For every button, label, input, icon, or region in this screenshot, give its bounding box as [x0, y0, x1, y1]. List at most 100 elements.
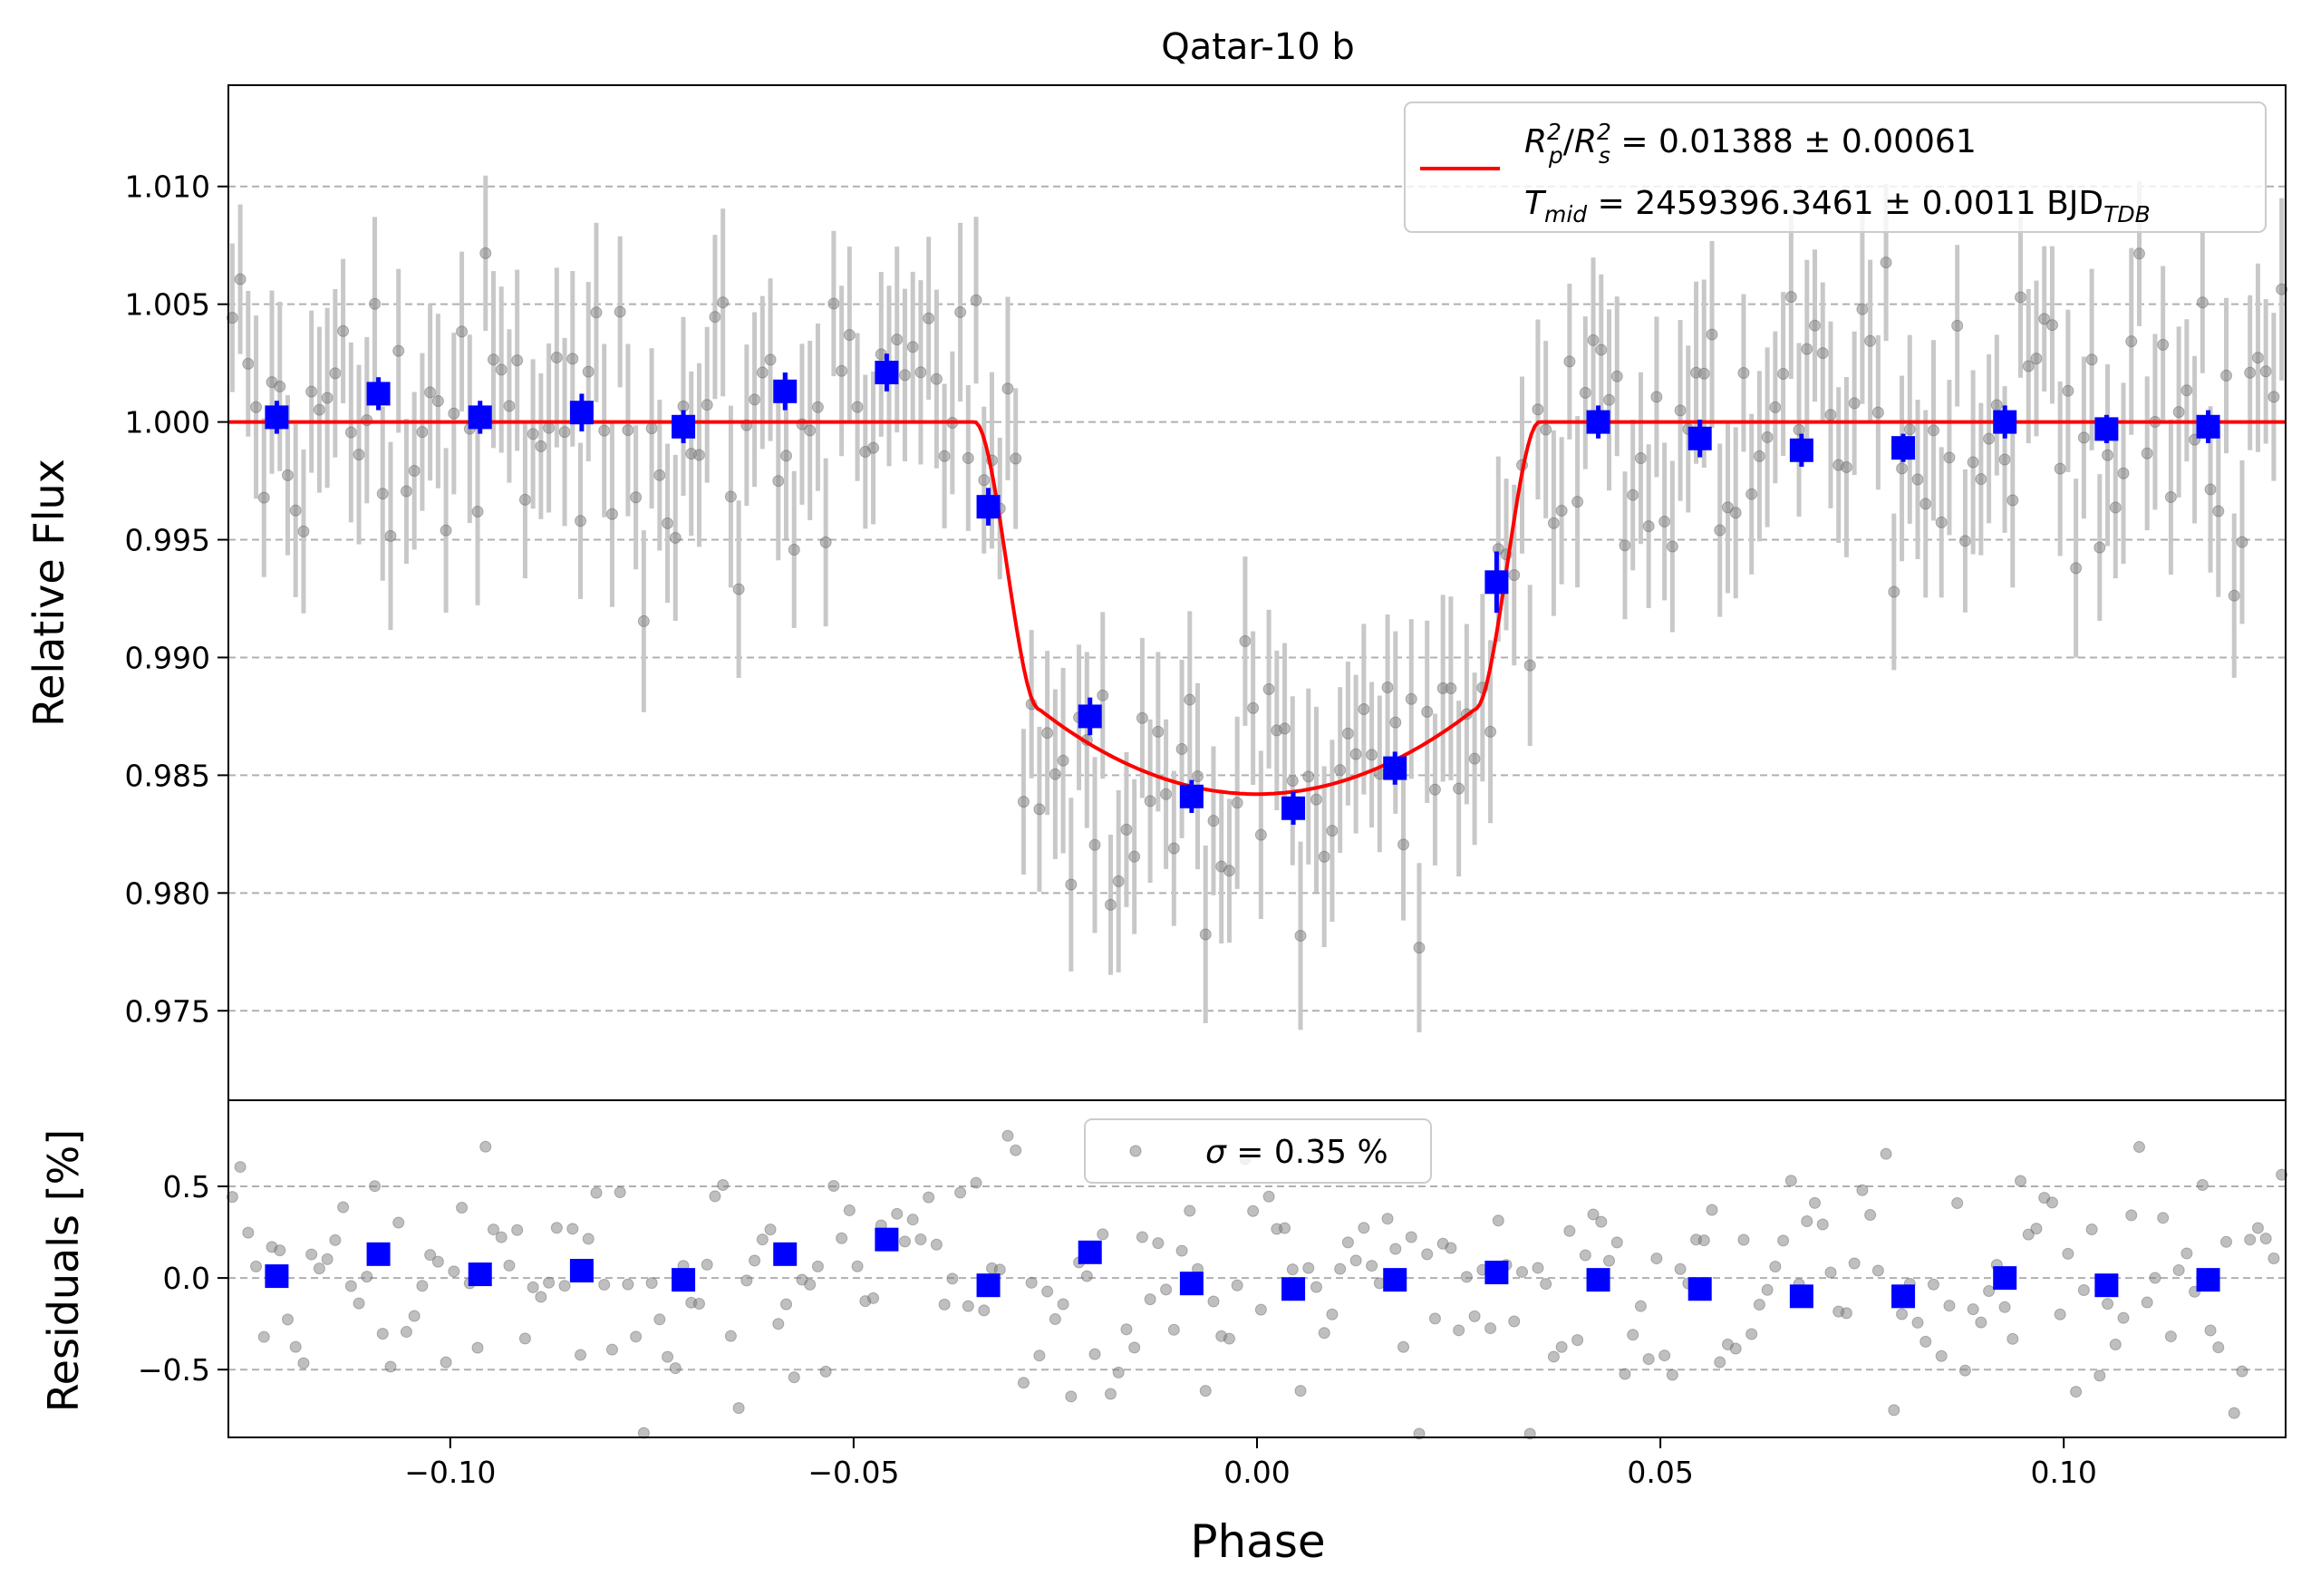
- residual-raw-point: [392, 1216, 405, 1229]
- raw-point: [2117, 467, 2130, 479]
- raw-point: [1729, 507, 1742, 519]
- residual-raw-point: [2015, 1175, 2027, 1187]
- residual-raw-point: [1919, 1335, 1932, 1348]
- x-axis-label: Phase: [1190, 1515, 1325, 1568]
- residual-raw-point: [289, 1340, 302, 1353]
- raw-point: [1160, 788, 1173, 800]
- raw-point: [1619, 539, 1631, 552]
- raw-point: [1951, 319, 1964, 332]
- raw-point: [2085, 353, 2098, 366]
- residual-raw-point: [1104, 1388, 1117, 1400]
- raw-point: [954, 305, 967, 318]
- residual-raw-point: [978, 1304, 991, 1317]
- residual-raw-point: [1579, 1249, 1591, 1262]
- binned-point: [976, 495, 1001, 519]
- residual-raw-point: [1864, 1209, 1877, 1222]
- residual-raw-point: [1294, 1385, 1307, 1398]
- residual-raw-point: [1199, 1385, 1212, 1398]
- raw-point: [456, 325, 469, 338]
- residual-binned-point: [366, 1242, 391, 1266]
- residual-raw-point: [637, 1427, 650, 1439]
- raw-point: [1777, 368, 1790, 381]
- residual-binned-point: [2094, 1273, 2119, 1298]
- raw-point: [1627, 488, 1639, 501]
- raw-point: [2030, 353, 2043, 365]
- residual-raw-point: [970, 1176, 982, 1189]
- raw-point: [653, 469, 666, 481]
- residual-raw-point: [2054, 1308, 2066, 1320]
- x-tick-label: −0.10: [404, 1455, 496, 1490]
- raw-point: [2251, 352, 2264, 364]
- residual-raw-point: [376, 1328, 389, 1340]
- raw-point: [566, 353, 579, 365]
- residual-raw-point: [1871, 1264, 1884, 1277]
- residual-raw-point: [1634, 1300, 1647, 1312]
- raw-point: [1239, 634, 1252, 647]
- residual-raw-point: [416, 1280, 429, 1292]
- residual-raw-point: [2276, 1168, 2288, 1181]
- top-y-tick-label: 0.995: [125, 523, 210, 558]
- residual-raw-point: [1057, 1298, 1069, 1311]
- raw-point: [1801, 343, 1813, 355]
- residual-raw-point: [527, 1281, 539, 1293]
- raw-point: [906, 341, 919, 353]
- residual-raw-point: [1840, 1307, 1852, 1320]
- residual-raw-point: [297, 1357, 310, 1369]
- residual-raw-point: [622, 1278, 634, 1291]
- residual-binned-point: [1281, 1277, 1306, 1301]
- residual-raw-point: [1753, 1298, 1765, 1311]
- raw-point: [978, 474, 991, 487]
- residual-raw-point: [2196, 1179, 2209, 1192]
- residual-raw-point: [1880, 1147, 1892, 1160]
- raw-point: [898, 369, 911, 382]
- residual-raw-point: [1302, 1262, 1315, 1274]
- raw-point: [424, 386, 437, 399]
- raw-point: [353, 449, 365, 461]
- raw-point: [2062, 384, 2074, 397]
- residual-binned-point: [1993, 1266, 2017, 1291]
- residual-raw-point: [344, 1280, 357, 1292]
- raw-point: [1998, 453, 2011, 466]
- raw-point: [1310, 793, 1322, 806]
- residual-raw-point: [1714, 1356, 1726, 1369]
- residual-raw-point: [1136, 1231, 1148, 1243]
- binned-point: [773, 379, 798, 403]
- residual-raw-point: [1998, 1301, 2011, 1313]
- binned-point: [1383, 756, 1407, 780]
- residual-raw-point: [305, 1248, 318, 1261]
- raw-point: [811, 401, 824, 413]
- raw-point: [819, 536, 832, 548]
- residual-raw-point: [1254, 1303, 1267, 1316]
- raw-point: [1175, 742, 1188, 755]
- raw-point: [1650, 391, 1663, 403]
- raw-point: [756, 366, 769, 379]
- raw-point: [1603, 393, 1616, 406]
- raw-point: [1674, 404, 1687, 417]
- residual-raw-point: [535, 1291, 547, 1303]
- raw-point: [2172, 406, 2185, 419]
- residual-raw-point: [867, 1291, 880, 1304]
- residual-raw-point: [226, 1191, 238, 1204]
- residual-raw-point: [353, 1297, 365, 1310]
- residual-raw-point: [653, 1313, 666, 1326]
- residual-raw-point: [1460, 1271, 1473, 1283]
- x-tick-label: −0.05: [807, 1455, 899, 1490]
- top-y-tick-label: 0.980: [125, 875, 210, 911]
- raw-point: [2109, 501, 2122, 514]
- raw-point: [2180, 384, 2193, 397]
- residual-raw-point: [1223, 1332, 1235, 1345]
- raw-point: [487, 353, 499, 366]
- residual-binned-point: [1484, 1261, 1509, 1285]
- x-tick-label: 0.10: [2030, 1455, 2096, 1490]
- raw-point: [867, 441, 880, 454]
- chart-title: Qatar-10 b: [1161, 26, 1355, 68]
- bottom-y-tick-label: 0.0: [163, 1261, 210, 1296]
- residual-raw-point: [250, 1260, 263, 1272]
- residual-raw-point: [954, 1186, 967, 1199]
- top-y-tick-label: 0.985: [125, 758, 210, 793]
- raw-point: [962, 451, 974, 464]
- raw-point: [2077, 431, 2090, 444]
- raw-point: [1532, 403, 1544, 416]
